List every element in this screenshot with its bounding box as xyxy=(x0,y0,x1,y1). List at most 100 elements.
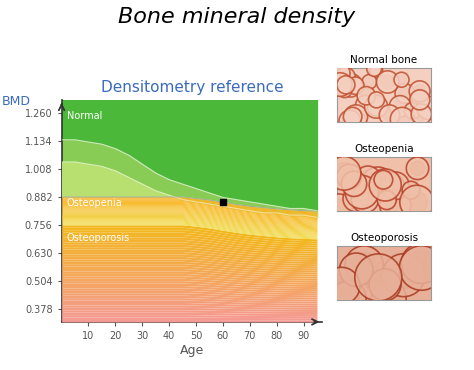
Text: Osteopenia: Osteopenia xyxy=(354,144,414,154)
Point xyxy=(345,296,352,302)
Point xyxy=(358,189,365,195)
Point xyxy=(374,181,382,187)
Text: Normal: Normal xyxy=(67,111,102,121)
Point xyxy=(350,118,358,124)
Text: Osteoporosis: Osteoporosis xyxy=(350,233,418,243)
Point xyxy=(373,104,380,110)
Point xyxy=(364,176,372,182)
Point xyxy=(372,104,380,110)
Point xyxy=(383,197,391,203)
Point xyxy=(363,93,370,99)
Point xyxy=(370,66,378,72)
Text: Osteoporosis: Osteoporosis xyxy=(67,233,130,243)
Point xyxy=(340,170,348,176)
Point xyxy=(398,116,406,122)
X-axis label: Age: Age xyxy=(180,344,204,357)
Point xyxy=(398,116,406,122)
Point xyxy=(385,295,392,301)
Point xyxy=(340,170,348,176)
Point xyxy=(373,201,380,207)
Point xyxy=(349,114,356,120)
Point xyxy=(346,174,353,179)
Point xyxy=(337,283,345,289)
Point xyxy=(381,282,389,288)
Point xyxy=(352,267,360,273)
Point xyxy=(374,203,382,209)
Point xyxy=(425,105,432,111)
Point xyxy=(381,282,389,288)
Point xyxy=(386,112,393,118)
Point xyxy=(361,196,369,202)
Point xyxy=(409,108,416,114)
Text: Bone mineral density: Bone mineral density xyxy=(118,7,356,27)
Point xyxy=(352,83,359,89)
Point xyxy=(365,79,373,85)
Point xyxy=(400,272,408,278)
Point xyxy=(398,77,405,83)
Point xyxy=(364,176,372,182)
Point xyxy=(385,185,392,191)
Point xyxy=(382,182,389,188)
Point xyxy=(373,97,380,103)
Point xyxy=(392,202,399,208)
Point xyxy=(372,104,380,110)
Point xyxy=(337,82,344,88)
Point xyxy=(352,196,360,202)
Point xyxy=(384,79,392,85)
Point xyxy=(360,262,368,268)
Point xyxy=(382,182,389,188)
Point xyxy=(341,74,349,80)
Point xyxy=(346,118,354,124)
Point xyxy=(380,177,387,183)
Point xyxy=(384,79,392,85)
Point xyxy=(346,82,354,88)
Point xyxy=(374,181,382,187)
Point xyxy=(409,108,416,114)
Text: Normal bone: Normal bone xyxy=(350,56,418,65)
Point xyxy=(333,82,340,88)
Point xyxy=(373,201,380,207)
Point xyxy=(418,265,425,271)
Point xyxy=(337,283,345,289)
Point xyxy=(349,114,356,120)
Point xyxy=(413,199,420,205)
Point xyxy=(392,202,399,208)
Point xyxy=(373,97,380,103)
Point xyxy=(414,165,421,171)
Point xyxy=(385,295,392,301)
Point xyxy=(407,187,415,193)
Point xyxy=(380,177,387,183)
Point xyxy=(374,275,382,280)
Point xyxy=(358,189,365,195)
Point xyxy=(418,260,425,266)
Point xyxy=(383,197,391,203)
Point xyxy=(386,112,393,118)
Point xyxy=(352,83,359,89)
Point xyxy=(425,105,432,111)
Point xyxy=(396,103,404,109)
Text: Osteopenia: Osteopenia xyxy=(67,198,123,208)
Point xyxy=(372,68,380,74)
Point xyxy=(337,82,344,88)
Point xyxy=(396,103,404,109)
Point xyxy=(414,165,421,171)
Point xyxy=(335,70,343,76)
Point xyxy=(352,267,360,273)
Point xyxy=(398,77,405,83)
Point xyxy=(346,118,354,124)
Point xyxy=(361,102,369,108)
Point xyxy=(341,88,348,94)
Point xyxy=(346,82,354,88)
Point xyxy=(350,181,358,187)
Point xyxy=(372,68,380,74)
Point xyxy=(335,205,343,211)
Title: Densitometry reference: Densitometry reference xyxy=(100,80,283,95)
Point xyxy=(416,95,424,101)
Point xyxy=(400,272,408,278)
Point xyxy=(418,111,425,117)
Point xyxy=(416,95,424,101)
Point xyxy=(361,196,369,202)
Point xyxy=(350,118,358,124)
Point xyxy=(374,275,382,280)
Point xyxy=(335,70,343,76)
